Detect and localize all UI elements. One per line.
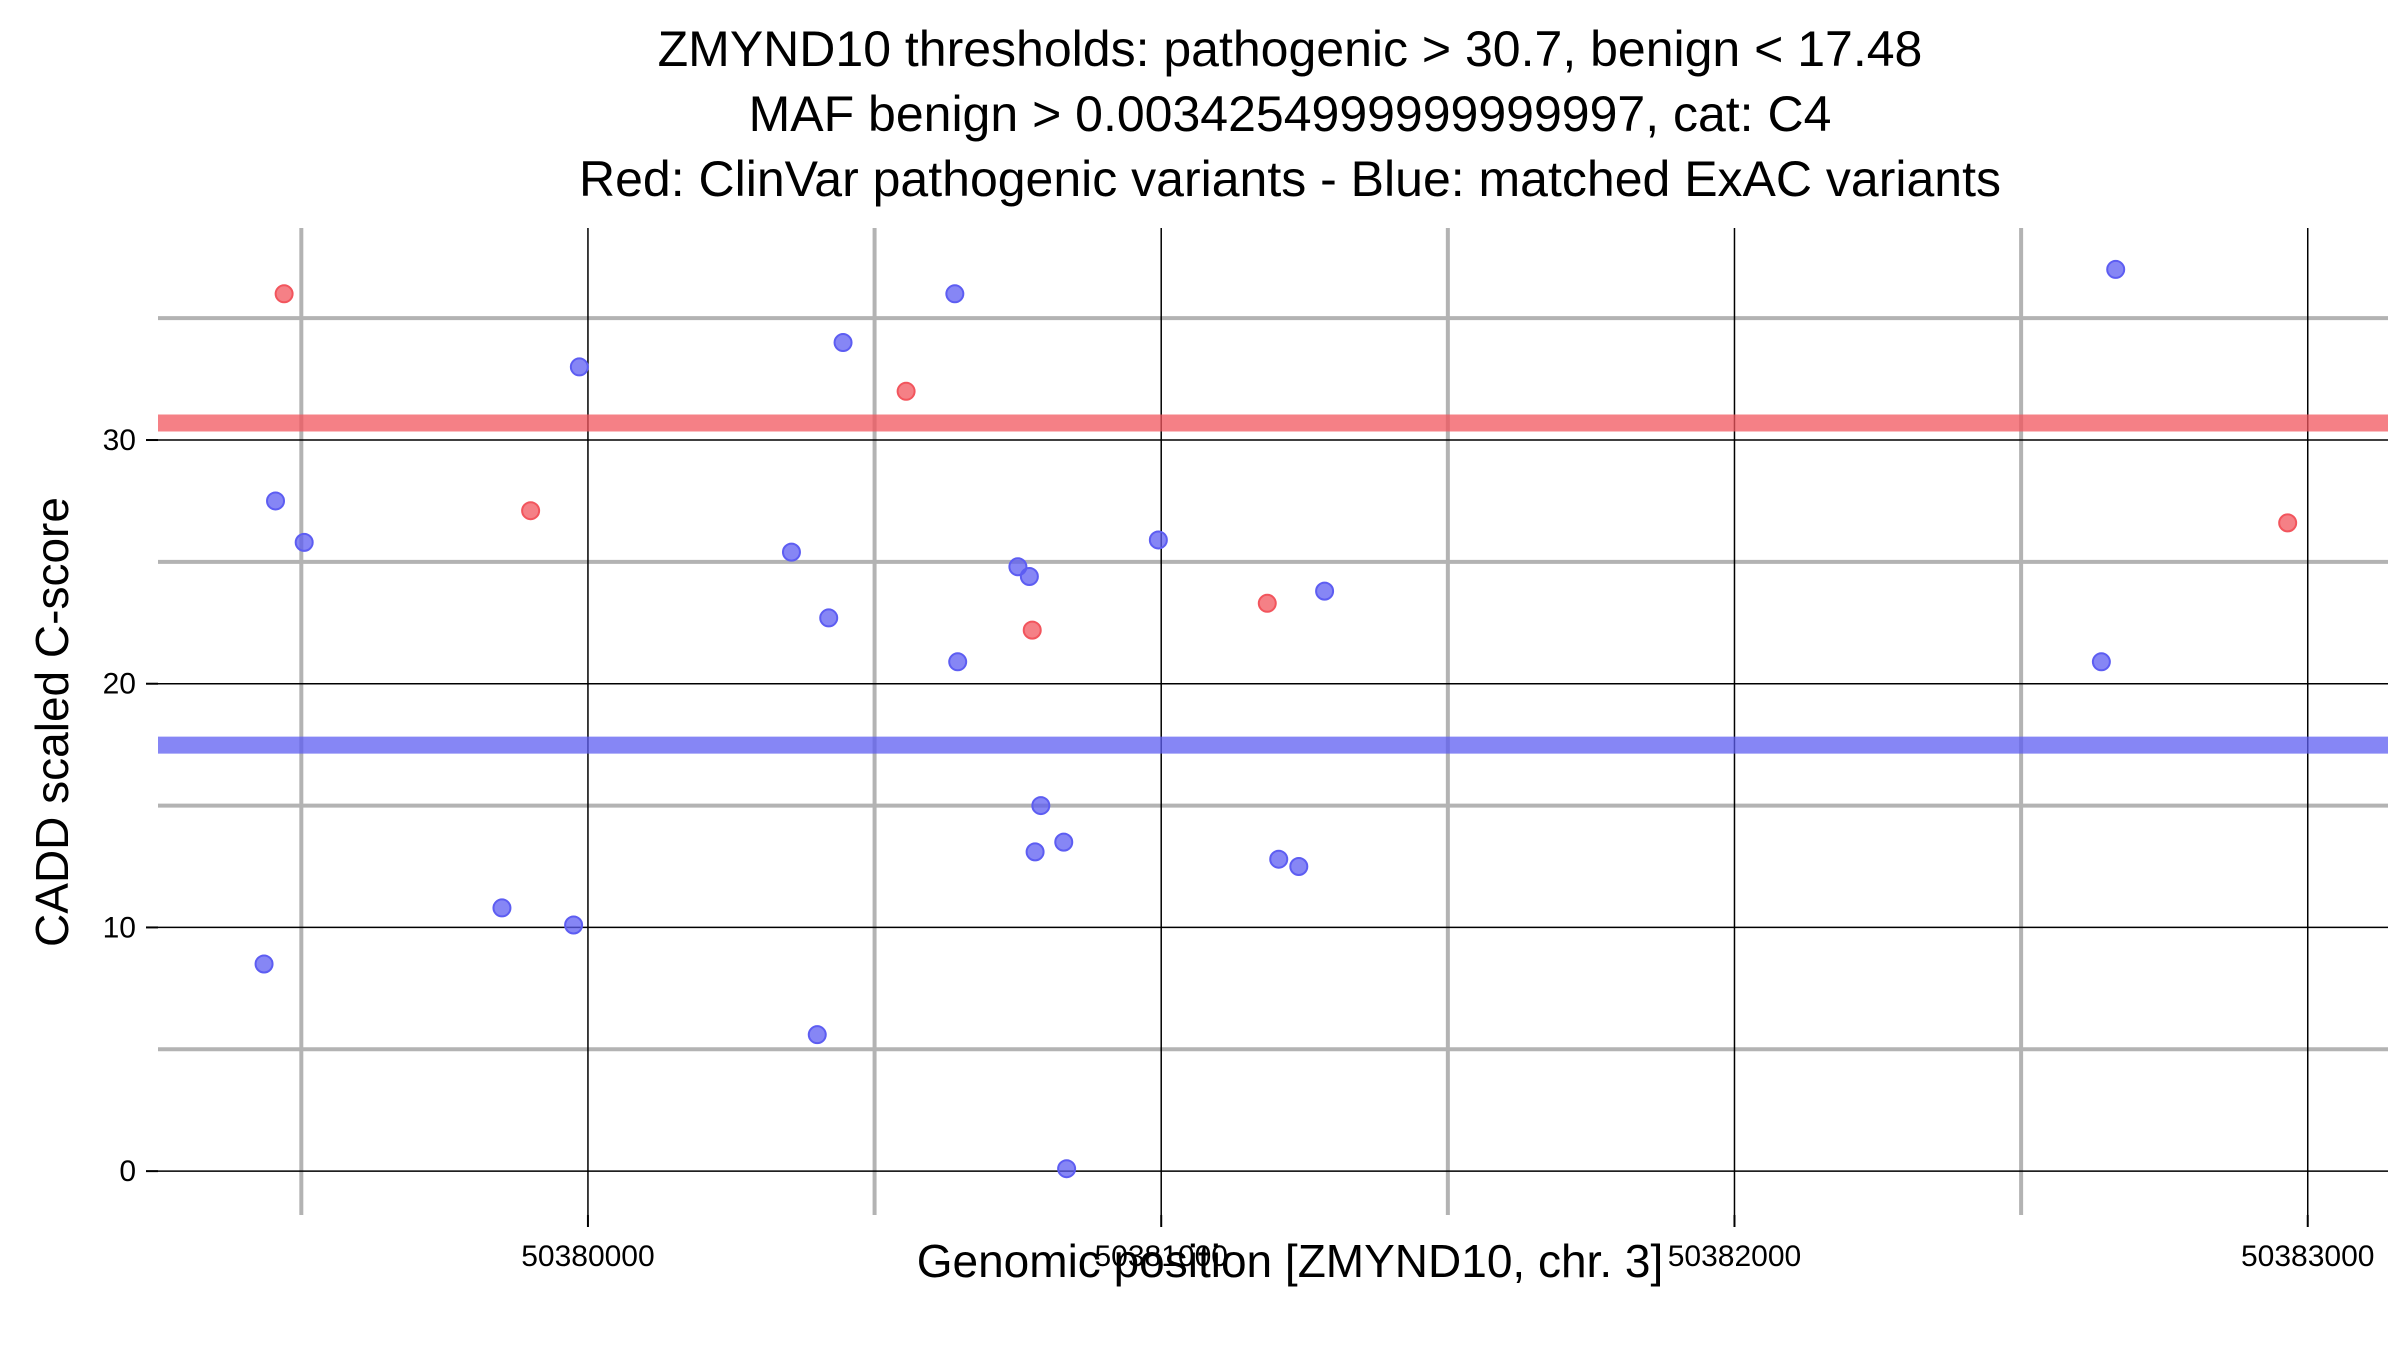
chart-title: ZMYND10 thresholds: pathogenic > 30.7, b… xyxy=(579,21,2001,207)
exac-variant-point xyxy=(2091,652,2111,672)
y-tick-label: 0 xyxy=(119,1155,136,1188)
exac-variant-point xyxy=(1031,796,1051,816)
y-tick-label: 30 xyxy=(103,424,136,457)
exac-variant-point xyxy=(1148,530,1168,550)
exac-variant-point xyxy=(266,491,286,511)
exac-variant-point xyxy=(1054,832,1074,852)
exac-variant-point xyxy=(781,542,801,562)
clinvar-pathogenic-point xyxy=(521,501,541,521)
y-axis-ticks: 0 10 20 30 xyxy=(103,424,158,1188)
exac-variant-point xyxy=(1289,857,1309,877)
data-points xyxy=(254,259,2298,1179)
y-axis-label: CADD scaled C-score xyxy=(26,497,78,947)
y-tick-label: 20 xyxy=(103,668,136,701)
exac-variant-point xyxy=(1057,1159,1077,1179)
major-gridlines xyxy=(158,228,2388,1215)
x-axis-ticks: 50380000 50381000 50382000 50383000 xyxy=(521,1215,2374,1273)
clinvar-pathogenic-point xyxy=(896,381,916,401)
x-tick-label: 50383000 xyxy=(2241,1240,2374,1273)
exac-variant-point xyxy=(569,357,589,377)
exac-variant-point xyxy=(948,652,968,672)
threshold-lines xyxy=(158,414,2388,754)
exac-variant-point xyxy=(1269,849,1289,869)
x-tick-label: 50382000 xyxy=(1668,1240,1801,1273)
exac-variant-point xyxy=(807,1025,827,1045)
title-line-1: ZMYND10 thresholds: pathogenic > 30.7, b… xyxy=(658,21,1923,77)
exac-variant-point xyxy=(819,608,839,628)
exac-variant-point xyxy=(1025,842,1045,862)
x-axis-label: Genomic position [ZMYND10, chr. 3] xyxy=(917,1235,1664,1287)
y-tick-label: 10 xyxy=(103,911,136,944)
clinvar-pathogenic-point xyxy=(1022,620,1042,640)
exac-variant-point xyxy=(254,954,274,974)
title-line-2: MAF benign > 0.0034254999999999997, cat:… xyxy=(749,86,1832,142)
x-tick-label: 50380000 xyxy=(521,1240,654,1273)
exac-variant-point xyxy=(833,333,853,353)
exac-variant-point xyxy=(1019,566,1039,586)
exac-variant-point xyxy=(1315,581,1335,601)
x-tick-label: 50381000 xyxy=(1094,1240,1227,1273)
minor-gridlines xyxy=(158,228,2388,1215)
clinvar-pathogenic-point xyxy=(1257,593,1277,613)
exac-variant-point xyxy=(564,915,584,935)
title-line-3: Red: ClinVar pathogenic variants - Blue:… xyxy=(579,151,2001,207)
clinvar-pathogenic-point xyxy=(274,284,294,304)
exac-variant-point xyxy=(294,532,314,552)
exac-variant-point xyxy=(2106,259,2126,279)
clinvar-pathogenic-point xyxy=(2278,513,2298,533)
exac-variant-point xyxy=(492,898,512,918)
exac-variant-point xyxy=(945,284,965,304)
